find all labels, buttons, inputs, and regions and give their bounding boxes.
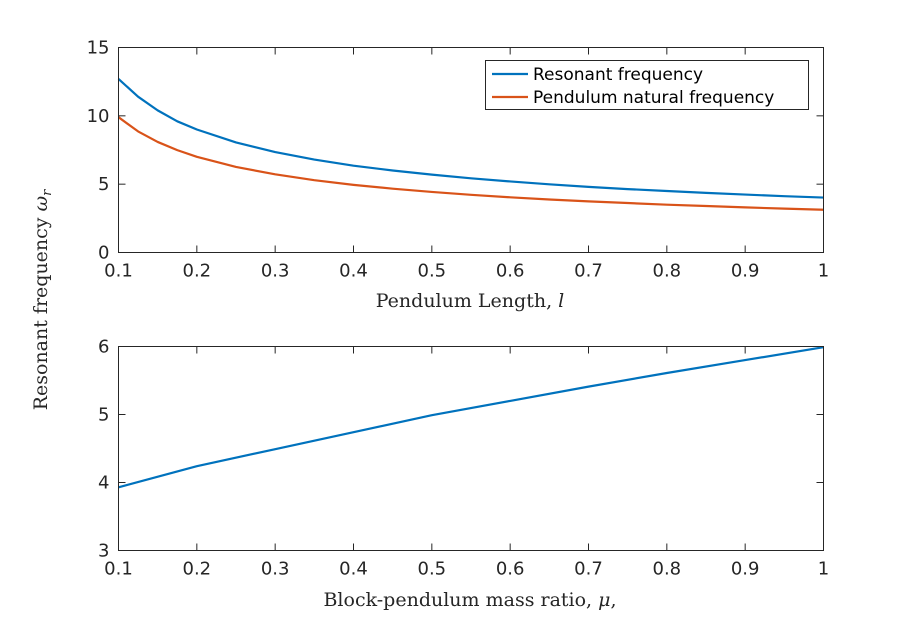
- top-ytick-label: 10: [87, 106, 110, 127]
- bottom-xlabel-text: Block-pendulum mass ratio,: [323, 589, 598, 611]
- bottom-xtick-label: 0.4: [339, 559, 368, 580]
- top-series-group: [117, 78, 824, 211]
- top-xlabel-text: Pendulum Length,: [376, 290, 558, 312]
- bottom-ytick-label: 4: [98, 473, 109, 494]
- top-series-line-0: [117, 78, 824, 199]
- top-xtick-label: 1: [818, 261, 829, 282]
- top-xtick-label: 0.7: [574, 261, 603, 282]
- top-series-line-1: [117, 116, 824, 211]
- bottom-plot-box: [118, 346, 824, 551]
- bottom-series-line-0: [118, 346, 824, 489]
- top-xtick-label: 0.9: [731, 261, 760, 282]
- top-ytick-label: 5: [98, 174, 109, 195]
- bottom-ytick-label: 5: [98, 405, 109, 426]
- bottom-xtick-label: 0.3: [261, 559, 290, 580]
- top-xtick-label: 0.2: [183, 261, 212, 282]
- top-plot-box: [118, 47, 824, 253]
- bottom-xlabel-suffix: ,: [610, 589, 616, 611]
- bottom-xtick-label: 0.5: [418, 559, 447, 580]
- legend-box: [485, 60, 809, 110]
- bottom-ytick-label: 3: [98, 541, 109, 562]
- top-xlabel: Pendulum Length, l: [376, 290, 564, 312]
- bottom-xlabel-var: μ: [598, 589, 610, 611]
- bottom-series-group: [118, 346, 824, 489]
- legend-label-resonant: Resonant frequency: [533, 65, 703, 85]
- legend-label-pendulum: Pendulum natural frequency: [533, 88, 774, 108]
- bottom-xtick-label: 0.7: [574, 559, 603, 580]
- top-xtick-label: 0.6: [496, 261, 525, 282]
- top-xtick-label: 0.8: [653, 261, 682, 282]
- bottom-xlabel: Block-pendulum mass ratio, μ,: [323, 589, 616, 611]
- bottom-ticks-group: 0.1 0.2 0.3 0.4 0.5 0.6 0.7 0.8 0.9 1 3 4 5 6: [98, 337, 829, 580]
- top-xtick-label: 0.4: [339, 261, 368, 282]
- top-xtick-label: 0.3: [261, 261, 290, 282]
- shared-ylabel-var: ω: [30, 196, 52, 212]
- legend: Resonant frequency Pendulum natural freq…: [485, 60, 809, 110]
- bottom-plot: 0.1 0.2 0.3 0.4 0.5 0.6 0.7 0.8 0.9 1 3 4 5 6 Block-p…: [98, 337, 829, 612]
- shared-ylabel: Resonant frequency ωr: [30, 189, 55, 410]
- bottom-xtick-label: 0.1: [104, 559, 133, 580]
- top-ytick-label: 0: [98, 243, 109, 264]
- top-ytick-label: 15: [87, 38, 110, 59]
- shared-ylabel-text: Resonant frequency: [30, 211, 52, 410]
- shared-ylabel-sub: r: [40, 189, 55, 196]
- bottom-xtick-label: 1: [818, 559, 829, 580]
- bottom-xtick-label: 0.8: [653, 559, 682, 580]
- top-xtick-label: 0.5: [418, 261, 447, 282]
- bottom-xtick-label: 0.2: [183, 559, 212, 580]
- bottom-xtick-label: 0.9: [731, 559, 760, 580]
- top-xlabel-var: l: [558, 290, 564, 312]
- bottom-ytick-label: 6: [98, 337, 109, 358]
- bottom-xtick-label: 0.6: [496, 559, 525, 580]
- top-xtick-label: 0.1: [104, 261, 133, 282]
